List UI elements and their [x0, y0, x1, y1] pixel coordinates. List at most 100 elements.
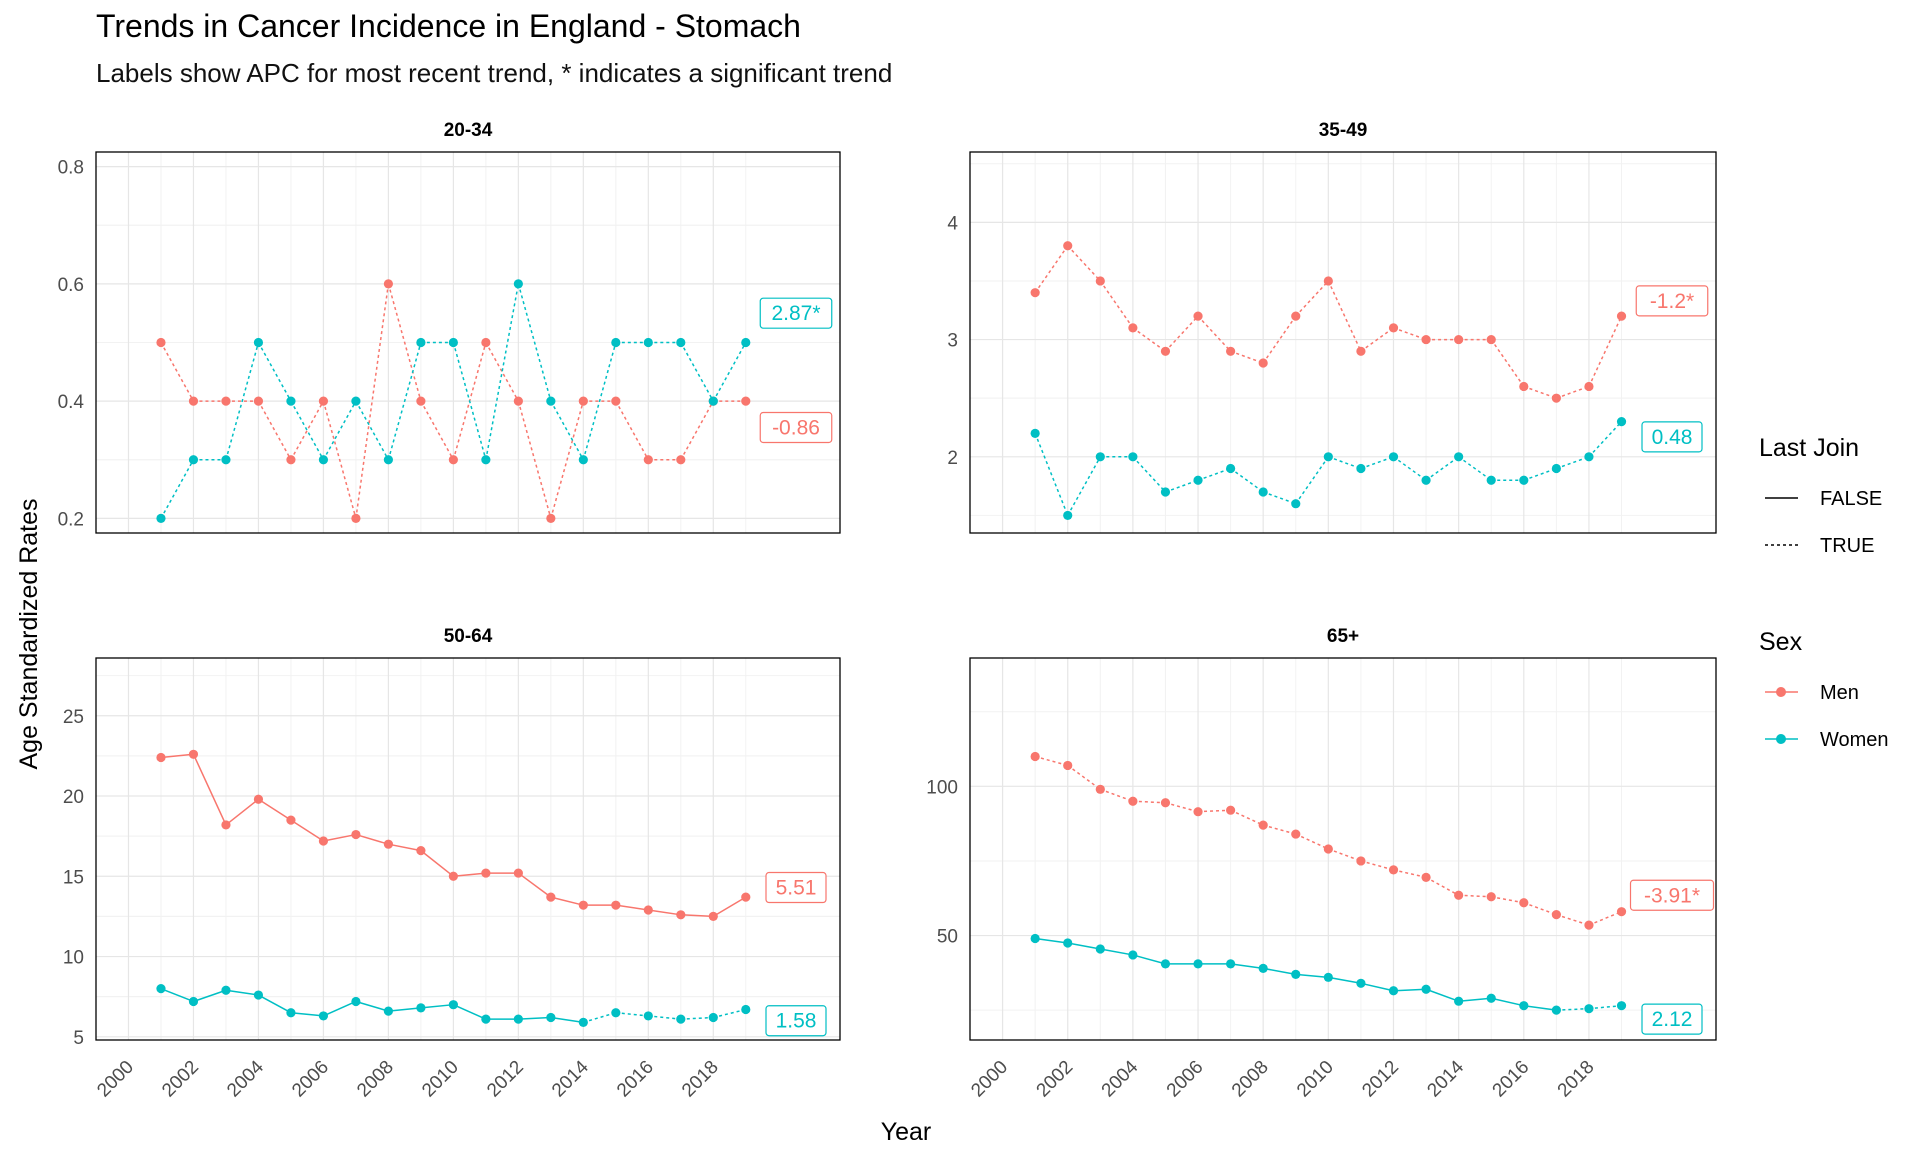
y-tick-label-3: 3: [947, 331, 958, 352]
panel-20-34-men-point-2002: [188, 396, 199, 406]
panel-65-men-segment: [1328, 848, 1362, 862]
panel-50-64-border: [95, 657, 841, 1041]
panel-20-34-women-point-2005: [286, 396, 296, 406]
panel-35-49-border: [969, 151, 1717, 534]
panel-20-34: 20-34 0.2 0.4 0.6 0.8 -0.86 2.87*: [58, 120, 841, 534]
panel-20-34-women-segment: [355, 400, 390, 461]
x-tick-label-2004: 2004: [1098, 1056, 1143, 1101]
panel-50-64-men-segment: [290, 819, 324, 842]
x-tick-label-2016: 2016: [1489, 1057, 1534, 1102]
panel-20-34-women-segment: [550, 400, 584, 461]
panel-65-women-point-2005: [1160, 959, 1171, 969]
panel-50-64-men-point-2011: [481, 868, 491, 878]
panel-20-34-women-point-2007: [351, 396, 361, 406]
panel-65-women-segment: [1328, 976, 1362, 985]
panel-35-49-women-point-2014: [1454, 452, 1464, 462]
panel-35-49-women-point-2002: [1063, 510, 1073, 521]
panel-35-49-women-point-2015: [1486, 475, 1496, 485]
panel-35-49-men-point-2007: [1226, 346, 1236, 356]
panel-50-64-men-point-2005: [286, 815, 296, 825]
panel-35-49-women-apc-label-box: [1641, 421, 1703, 453]
panel-65-men-segment: [1198, 809, 1231, 813]
panel-20-34-border: [95, 151, 841, 534]
panel-65-men-point-2012: [1388, 865, 1399, 875]
panel-65-women-segment: [1360, 982, 1394, 992]
panel-50-64-strip-label: 50-64: [444, 626, 493, 647]
x-tick-label-2008: 2008: [1228, 1057, 1273, 1102]
panel-50-64-women-apc-label-box: [765, 1005, 827, 1037]
panel-20-34-women-point-2017: [676, 337, 686, 348]
panel-50-64-men-segment: [453, 872, 486, 878]
panel-35-49-men-point-2005: [1160, 346, 1171, 356]
panel-65-women-segment: [1458, 997, 1492, 1002]
legend-key-women-dot: [1776, 734, 1786, 744]
panel-50-64-women-point-2003: [221, 985, 231, 995]
panel-50-64-women-segment: [388, 1007, 421, 1012]
panel-65-men-segment: [1100, 788, 1134, 802]
panel-65-men-point-2011: [1356, 856, 1366, 866]
panel-35-49-men-segment: [1490, 339, 1525, 387]
panel-50-64-men-segment: [258, 798, 292, 821]
panel-20-34-men-point-2011: [481, 337, 491, 348]
panel-35-49-men-point-2010: [1323, 276, 1333, 286]
y-tick-label-100: 100: [926, 777, 958, 798]
panel-35-49-women-point-2013: [1421, 475, 1431, 485]
x-tick-label-2006: 2006: [288, 1057, 333, 1102]
y-tick-label-4: 4: [947, 213, 958, 234]
panel-50-64-women-point-2004: [253, 990, 264, 1000]
panel-35-49-women-point-2019: [1616, 417, 1627, 427]
panel-65-women-apc-label: 2.12: [1652, 1008, 1693, 1031]
x-tick-label-2012: 2012: [1358, 1057, 1403, 1102]
panel-50-64-women-point-2001: [156, 984, 166, 994]
y-tick-label-10: 10: [63, 948, 84, 969]
panel-50-64-men-point-2013: [546, 892, 556, 902]
panel-50-64-women-point-2013: [546, 1012, 556, 1023]
panel-35-49-women-segment: [1132, 456, 1167, 493]
panel-35-49-women-point-2010: [1323, 452, 1333, 462]
panel-50-64-men-point-2008: [383, 839, 394, 849]
panel-20-34-men-segment: [680, 400, 714, 461]
panel-65-women-point-2017: [1551, 1005, 1561, 1015]
panel-50-64-women-segment: [713, 1008, 746, 1019]
panel-20-34-women-segment: [290, 400, 325, 461]
panel-35-49-women-point-2006: [1193, 475, 1203, 485]
panel-20-34-strip-label: 20-34: [444, 120, 493, 141]
x-tick-label-2000: 2000: [967, 1057, 1012, 1102]
panel-20-34-men-point-2010: [448, 455, 458, 465]
panel-20-34-men-point-2003: [221, 396, 231, 406]
panel-35-49-men-point-2015: [1486, 334, 1496, 345]
x-tick-label-2010: 2010: [418, 1057, 463, 1102]
panel-65-men-segment: [1588, 910, 1622, 926]
panel-65-men-point-2010: [1323, 844, 1333, 854]
panel-20-34-men-segment: [485, 342, 520, 402]
panel-65-men-point-2019: [1616, 907, 1627, 917]
panel-35-49-women-point-2008: [1258, 487, 1268, 497]
y-tick-label-20: 20: [63, 787, 84, 808]
panel-20-34-women-point-2003: [221, 455, 231, 465]
panel-50-64-men-point-2010: [448, 871, 458, 881]
panel-65-men-segment: [1360, 860, 1394, 871]
panel-65-men-apc-label: -3.91*: [1644, 884, 1700, 907]
panel-65-men-point-2003: [1095, 784, 1105, 794]
panel-65-women-point-2016: [1519, 1001, 1529, 1011]
panel-35-49-men-segment: [1230, 350, 1264, 364]
panel-35-49-men-segment: [1360, 327, 1394, 352]
legend-label-false: FALSE: [1820, 488, 1882, 510]
panel-50-64-women-point-2019: [741, 1004, 751, 1015]
chart-title: Trends in Cancer Incidence in England - …: [96, 8, 801, 44]
panel-20-34-women-segment: [485, 283, 520, 460]
panel-50-64-men-segment: [225, 798, 259, 826]
legend-key-men-dot: [1776, 687, 1786, 697]
panel-50-64-women-point-2006: [318, 1011, 329, 1021]
panel-35-49-men-point-2003: [1095, 276, 1105, 286]
panel-65-men-segment: [1295, 833, 1329, 850]
panel-65-women-segment: [1230, 963, 1264, 970]
panel-50-64-men-segment: [615, 904, 649, 911]
panel-35-49-women-point-2018: [1584, 452, 1594, 462]
panel-50-64-men-segment: [680, 914, 714, 918]
panel-65-men-point-2006: [1193, 807, 1203, 817]
panel-50-64-women-point-2011: [481, 1014, 491, 1024]
panel-65-men-point-2013: [1421, 872, 1431, 882]
panel-65-men-segment: [1067, 764, 1101, 790]
panel-35-49-women-segment: [1458, 456, 1492, 481]
